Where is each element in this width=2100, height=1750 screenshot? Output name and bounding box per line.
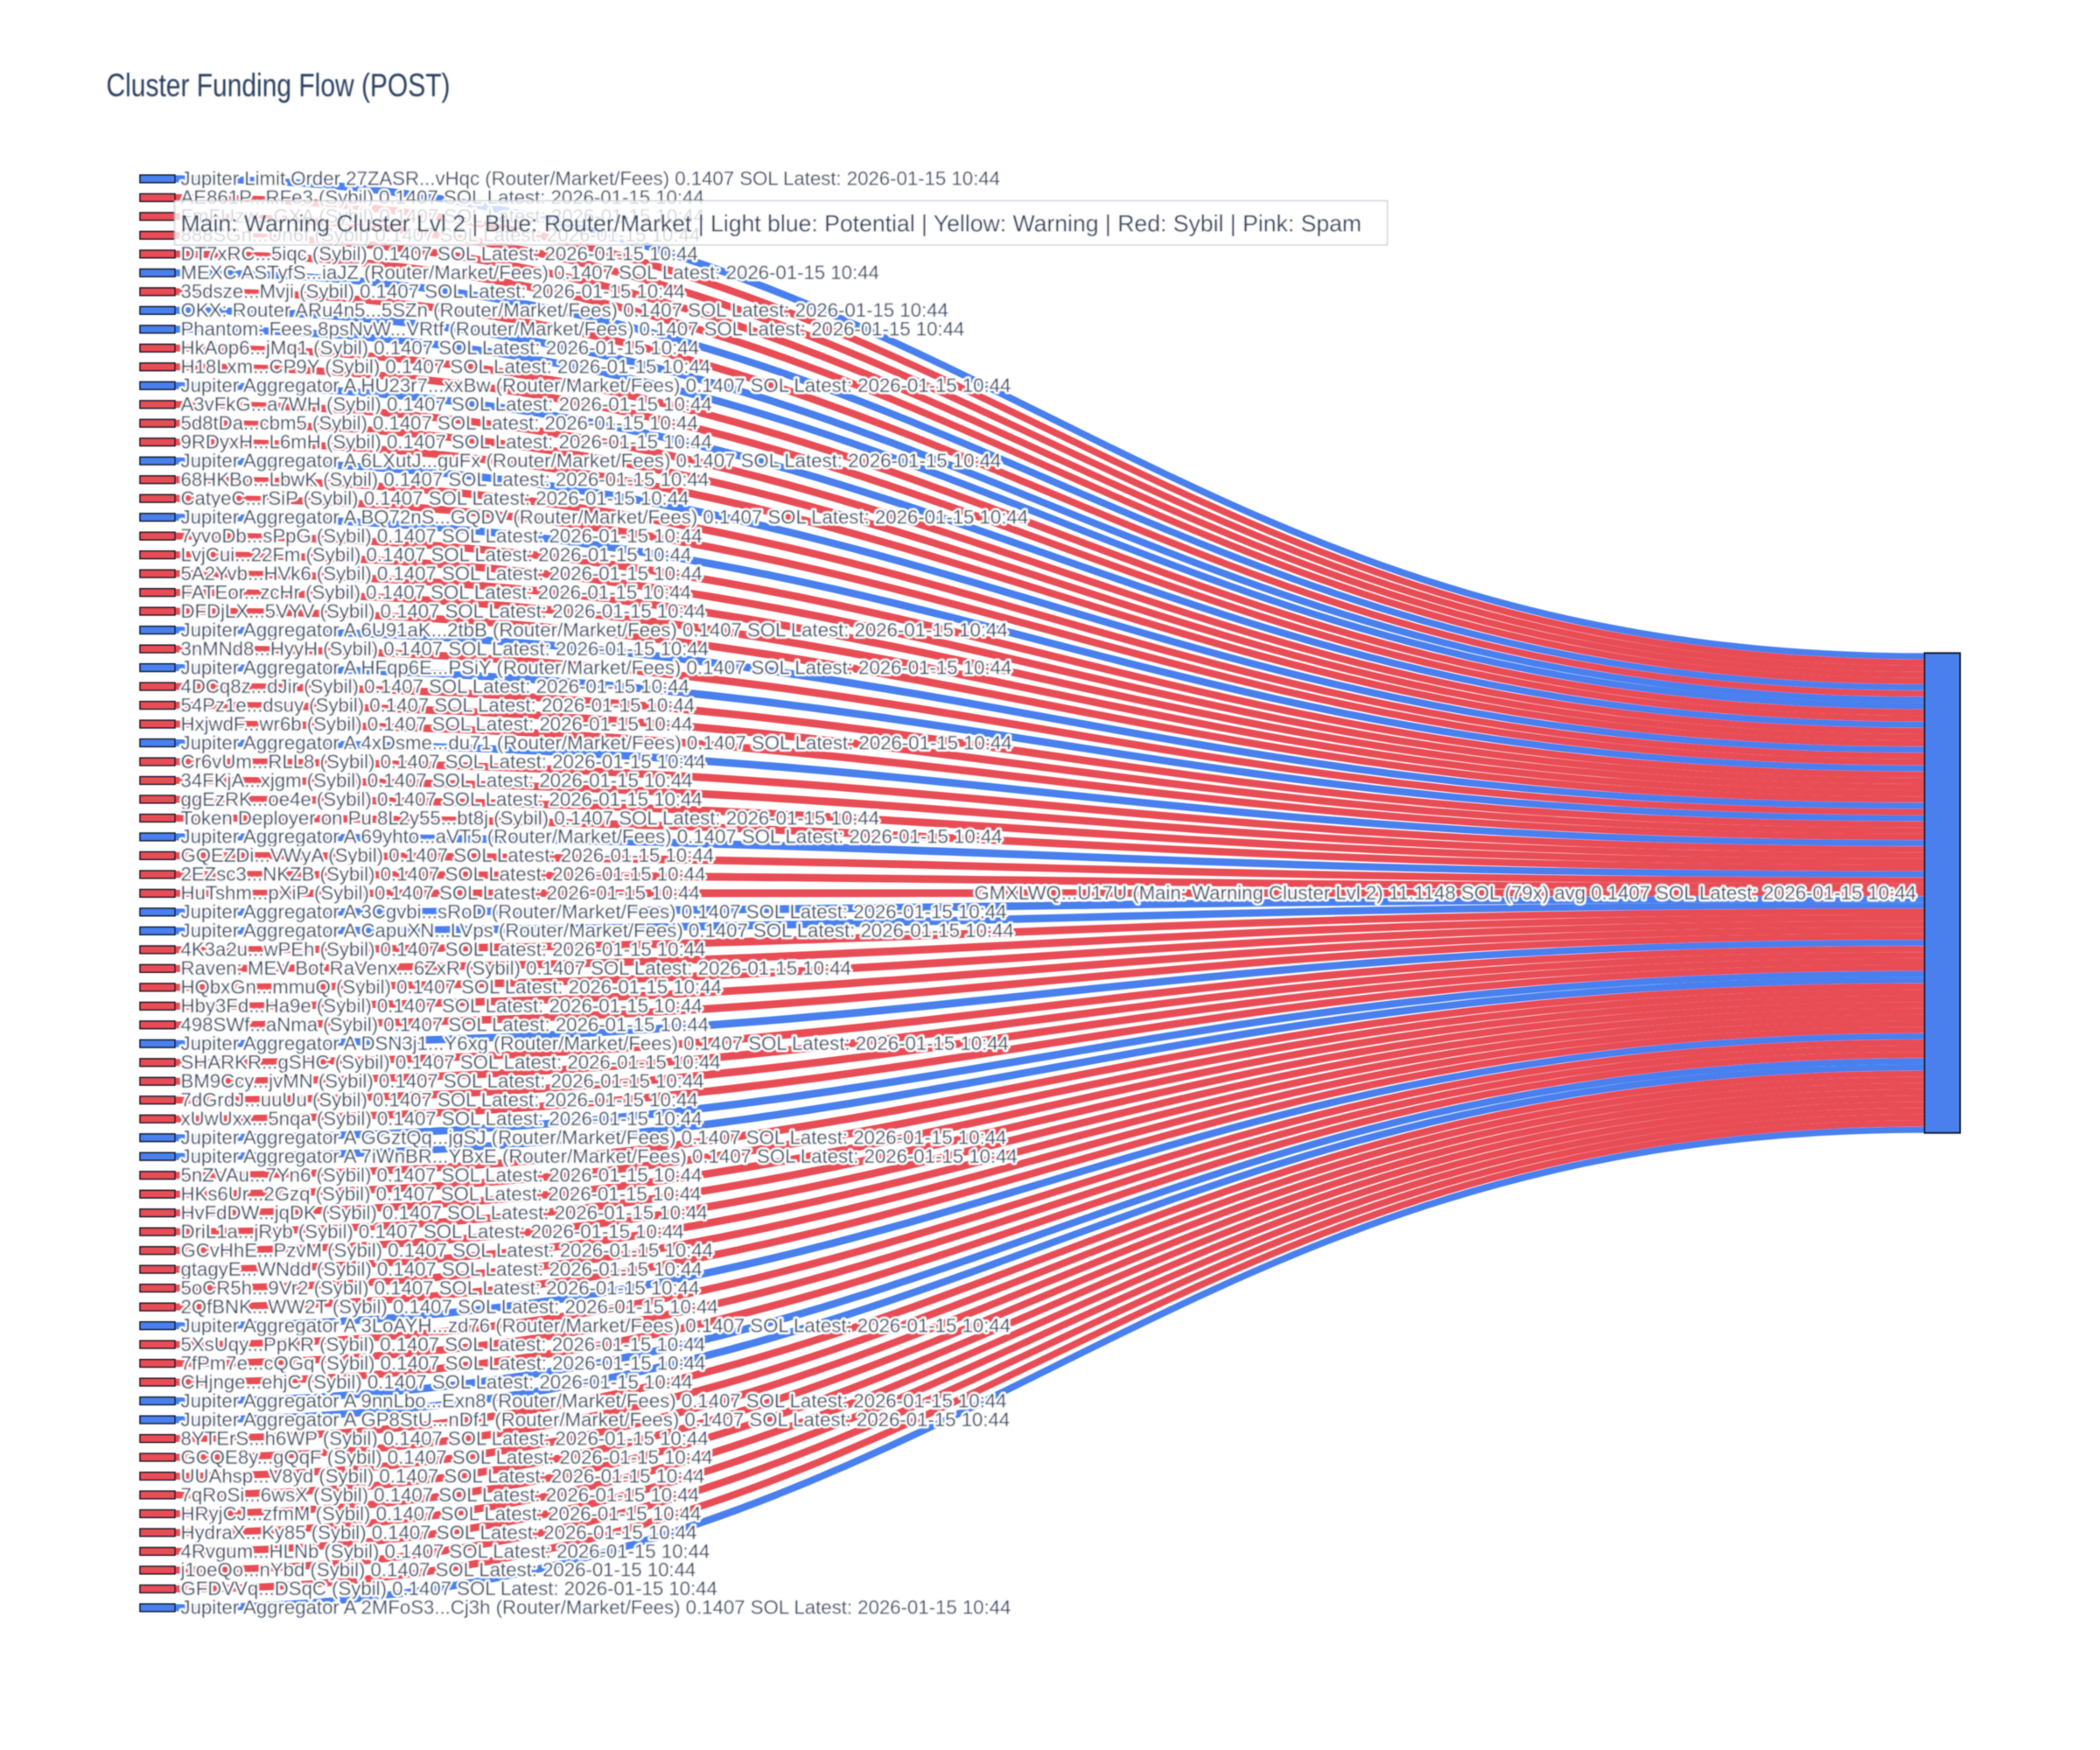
svg-text:2QfBNK...WW2T (Sybil) 0.1407 S: 2QfBNK...WW2T (Sybil) 0.1407 SOL Latest:… <box>181 1296 718 1318</box>
svg-text:3nMNd8...HyyH (Sybil) 0.1407 S: 3nMNd8...HyyH (Sybil) 0.1407 SOL Latest:… <box>181 638 710 660</box>
svg-text:7dGrdJ...uuUu (Sybil) 0.1407 S: 7dGrdJ...uuUu (Sybil) 0.1407 SOL Latest:… <box>181 1089 698 1111</box>
svg-text:Jupiter Aggregator A 3Cgvbi...: Jupiter Aggregator A 3Cgvbi...sRoD (Rout… <box>181 901 1007 923</box>
svg-text:9RDyxH...L6mH (Sybil) 0.1407 S: 9RDyxH...L6mH (Sybil) 0.1407 SOL Latest:… <box>181 431 712 453</box>
svg-text:Jupiter Limit Order 27ZASR...: Jupiter Limit Order 27ZASR...vHqc (Route… <box>181 168 1000 190</box>
svg-text:A3vFkG...a7WH (Sybil) 0.1407 S: A3vFkG...a7WH (Sybil) 0.1407 SOL Latest:… <box>181 394 712 416</box>
svg-text:FATEor...zcHr (Sybil) 0.1407 S: FATEor...zcHr (Sybil) 0.1407 SOL Latest:… <box>181 581 691 603</box>
svg-text:Jupiter Aggregator A HFqp6E...: Jupiter Aggregator A HFqp6E...PSiY (Rout… <box>181 656 1012 678</box>
svg-text:Jupiter Aggregator A 4xDsme...: Jupiter Aggregator A 4xDsme...du71 (Rout… <box>181 732 1012 753</box>
svg-text:Hby3Fd...Ha9e (Sybil) 0.1407 S: Hby3Fd...Ha9e (Sybil) 0.1407 SOL Latest:… <box>181 995 703 1017</box>
svg-text:DFDjLX...5VYV (Sybil) 0.1407 S: DFDjLX...5VYV (Sybil) 0.1407 SOL Latest:… <box>181 600 706 622</box>
svg-text:HuTshm...pXiP (Sybil) 0.1407 S: HuTshm...pXiP (Sybil) 0.1407 SOL Latest:… <box>181 882 700 904</box>
svg-text:Jupiter Aggregator A CapuXN...: Jupiter Aggregator A CapuXN...LVps (Rout… <box>181 920 1014 942</box>
svg-text:4Rvgum...HLNb (Sybil) 0.1407 S: 4Rvgum...HLNb (Sybil) 0.1407 SOL Latest:… <box>181 1540 710 1562</box>
svg-text:Jupiter Aggregator A DSN3j1...: Jupiter Aggregator A DSN3j1...Y6xg (Rout… <box>181 1032 1009 1054</box>
svg-text:Jupiter Aggregator A 6LXutJ...: Jupiter Aggregator A 6LXutJ...guFx (Rout… <box>181 450 1002 472</box>
svg-text:MEXC ASTyfS...iaJZ (Router/Mar: MEXC ASTyfS...iaJZ (Router/Market/Fees) … <box>181 262 879 284</box>
svg-text:HxjwdF...wr6b (Sybil) 0.1407 S: HxjwdF...wr6b (Sybil) 0.1407 SOL Latest:… <box>181 713 693 735</box>
svg-text:Jupiter Aggregator A 9nnLbo...: Jupiter Aggregator A 9nnLbo...Exn8 (Rout… <box>181 1390 1007 1411</box>
svg-text:Jupiter Aggregator A 7iWnBR...: Jupiter Aggregator A 7iWnBR...YBxE (Rout… <box>181 1145 1018 1167</box>
svg-text:HkAop6...jMq1 (Sybil) 0.1407 S: HkAop6...jMq1 (Sybil) 0.1407 SOL Latest:… <box>181 337 699 359</box>
svg-text:Jupiter Aggregator A 69yhto...: Jupiter Aggregator A 69yhto...aVT5 (Rout… <box>181 826 1003 848</box>
svg-text:ggEzRK...oe4e (Sybil) 0.1407 S: ggEzRK...oe4e (Sybil) 0.1407 SOL Latest:… <box>181 788 703 810</box>
svg-text:5XsUqy...PpKR (Sybil) 0.1407 S: 5XsUqy...PpKR (Sybil) 0.1407 SOL Latest:… <box>181 1334 705 1355</box>
svg-text:CHjnge...ehjC (Sybil) 0.1407 S: CHjnge...ehjC (Sybil) 0.1407 SOL Latest:… <box>181 1371 693 1393</box>
svg-text:UUAhsp...V8yd (Sybil) 0.1407 S: UUAhsp...V8yd (Sybil) 0.1407 SOL Latest:… <box>181 1465 705 1487</box>
svg-text:7yvoDb...sPpG (Sybil) 0.1407 S: 7yvoDb...sPpG (Sybil) 0.1407 SOL Latest:… <box>181 525 703 547</box>
svg-text:5oCR5h...9Vr2 (Sybil) 0.1407 S: 5oCR5h...9Vr2 (Sybil) 0.1407 SOL Latest:… <box>181 1277 700 1298</box>
svg-text:5d8tDa...cbm5 (Sybil) 0.1407 S: 5d8tDa...cbm5 (Sybil) 0.1407 SOL Latest:… <box>181 412 698 434</box>
svg-text:35dsze...Mvji (Sybil) 0.1407 S: 35dsze...Mvji (Sybil) 0.1407 SOL Latest:… <box>181 281 685 303</box>
svg-text:HvFdDW...jqDK (Sybil) 0.1407 S: HvFdDW...jqDK (Sybil) 0.1407 SOL Latest:… <box>181 1201 708 1223</box>
svg-text:Main: Warning Cluster Lvl 2 |: Main: Warning Cluster Lvl 2 | Blue: Rout… <box>181 211 1362 237</box>
svg-text:DriL1a...jRyb (Sybil) 0.1407 S: DriL1a...jRyb (Sybil) 0.1407 SOL Latest:… <box>181 1221 684 1242</box>
svg-text:5A2Yvb...HVk6 (Sybil) 0.1407 S: 5A2Yvb...HVk6 (Sybil) 0.1407 SOL Latest:… <box>181 563 703 584</box>
svg-text:gtagyE...WNdd (Sybil) 0.1407 S: gtagyE...WNdd (Sybil) 0.1407 SOL Latest:… <box>181 1258 703 1280</box>
svg-text:Jupiter Aggregator A GGztQq...: Jupiter Aggregator A GGztQq...jgSJ (Rout… <box>181 1127 1007 1149</box>
svg-text:498SWf...aNma (Sybil) 0.1407 S: 498SWf...aNma (Sybil) 0.1407 SOL Latest:… <box>181 1014 710 1036</box>
svg-text:34FKjA...xjgm (Sybil) 0.1407 S: 34FKjA...xjgm (Sybil) 0.1407 SOL Latest:… <box>181 769 693 791</box>
svg-text:GMXLWQ...U17U (Main: Warning C: GMXLWQ...U17U (Main: Warning Cluster Lvl… <box>974 882 1916 904</box>
svg-text:LvjCui...22Fm (Sybil) 0.1407 S: LvjCui...22Fm (Sybil) 0.1407 SOL Latest:… <box>181 543 692 565</box>
svg-text:GCQE8y...gQqF (Sybil) 0.1407 S: GCQE8y...gQqF (Sybil) 0.1407 SOL Latest:… <box>181 1446 713 1468</box>
svg-text:Cr6vUm...RLL8 (Sybil) 0.1407 S: Cr6vUm...RLL8 (Sybil) 0.1407 SOL Latest:… <box>181 751 706 773</box>
svg-text:Jupiter Aggregator A 3LoAYH...: Jupiter Aggregator A 3LoAYH...zd76 (Rout… <box>181 1314 1011 1336</box>
svg-text:HRyjCJ...zfmM (Sybil) 0.1407 S: HRyjCJ...zfmM (Sybil) 0.1407 SOL Latest:… <box>181 1502 702 1524</box>
svg-text:H18Lxm...CP9Y (Sybil) 0.1407 S: H18Lxm...CP9Y (Sybil) 0.1407 SOL Latest:… <box>181 356 711 378</box>
svg-text:HKs6Ur...2Gzq (Sybil) 0.1407 S: HKs6Ur...2Gzq (Sybil) 0.1407 SOL Latest:… <box>181 1183 702 1205</box>
svg-text:j1oeQo...nYbd (Sybil) 0.1407 S: j1oeQo...nYbd (Sybil) 0.1407 SOL Latest:… <box>180 1559 696 1581</box>
svg-text:HydraX...Ky85 (Sybil) 0.1407 S: HydraX...Ky85 (Sybil) 0.1407 SOL Latest:… <box>181 1522 697 1544</box>
svg-text:OKX: Router ARu4n5...5SZn (Rou: OKX: Router ARu4n5...5SZn (Router/Market… <box>181 299 948 321</box>
svg-text:SHARKR...gSHC (Sybil) 0.1407 S: SHARKR...gSHC (Sybil) 0.1407 SOL Latest:… <box>181 1052 721 1074</box>
svg-text:Cluster Funding Flow (POST): Cluster Funding Flow (POST) <box>107 67 451 103</box>
svg-text:7qRoSi...6wsX (Sybil) 0.1407 S: 7qRoSi...6wsX (Sybil) 0.1407 SOL Latest:… <box>181 1484 699 1506</box>
svg-text:Jupiter Aggregator A GP8StU...: Jupiter Aggregator A GP8StU...nDf1 (Rout… <box>181 1409 1011 1431</box>
svg-text:GFDVVq...DSqC (Sybil) 0.1407 S: GFDVVq...DSqC (Sybil) 0.1407 SOL Latest:… <box>181 1578 718 1600</box>
svg-text:4DCq8z...dJir (Sybil) 0.1407 S: 4DCq8z...dJir (Sybil) 0.1407 SOL Latest:… <box>181 676 690 697</box>
svg-text:5nZVAu...7Yn6 (Sybil) 0.1407 S: 5nZVAu...7Yn6 (Sybil) 0.1407 SOL Latest:… <box>181 1165 703 1186</box>
svg-text:8YTErS...h6WP (Sybil) 0.1407 S: 8YTErS...h6WP (Sybil) 0.1407 SOL Latest:… <box>181 1427 709 1449</box>
svg-text:HQbxGn...mmuQ (Sybil) 0.1407 S: HQbxGn...mmuQ (Sybil) 0.1407 SOL Latest:… <box>181 976 722 998</box>
svg-text:Jupiter Aggregator A 2MFoS3...: Jupiter Aggregator A 2MFoS3...Cj3h (Rout… <box>181 1597 1012 1619</box>
svg-text:Jupiter Aggregator A BQ72nS...: Jupiter Aggregator A BQ72nS...GQDV (Rout… <box>181 506 1029 528</box>
svg-text:68HKBo...LbwK (Sybil) 0.1407 S: 68HKBo...LbwK (Sybil) 0.1407 SOL Latest:… <box>181 468 710 490</box>
svg-text:4K3a2u...wPEh (Sybil) 0.1407 S: 4K3a2u...wPEh (Sybil) 0.1407 SOL Latest:… <box>181 939 706 961</box>
svg-text:Phantom: Fees 8psNvW...VRtf (R: Phantom: Fees 8psNvW...VRtf (Router/Mark… <box>181 318 965 340</box>
svg-text:54Pz1e...dsuy (Sybil) 0.1407 S: 54Pz1e...dsuy (Sybil) 0.1407 SOL Latest:… <box>181 694 696 716</box>
svg-text:CatyeC...rSiP (Sybil) 0.1407 S: CatyeC...rSiP (Sybil) 0.1407 SOL Latest:… <box>181 487 690 509</box>
svg-text:Jupiter Aggregator A HU23r7...: Jupiter Aggregator A HU23r7...xxBw (Rout… <box>181 374 1012 396</box>
svg-text:Jupiter Aggregator A 6U91aK...: Jupiter Aggregator A 6U91aK...2tbB (Rout… <box>181 619 1008 640</box>
svg-text:Raven: MEV Bot RaVenx...6ZxR (: Raven: MEV Bot RaVenx...6ZxR (Sybil) 0.1… <box>181 957 851 979</box>
svg-text:2EZsc3...NKZB (Sybil) 0.1407 S: 2EZsc3...NKZB (Sybil) 0.1407 SOL Latest:… <box>181 864 706 886</box>
svg-text:GCvHhE...PzvM (Sybil) 0.1407 S: GCvHhE...PzvM (Sybil) 0.1407 SOL Latest:… <box>181 1239 713 1261</box>
svg-text:BM9Ccy...jvMN (Sybil) 0.1407 S: BM9Ccy...jvMN (Sybil) 0.1407 SOL Latest:… <box>181 1070 704 1092</box>
svg-text:7fPm7e...cQGq (Sybil) 0.1407 S: 7fPm7e...cQGq (Sybil) 0.1407 SOL Latest:… <box>181 1352 706 1374</box>
svg-text:GQEZDi...VWyA (Sybil) 0.1407 S: GQEZDi...VWyA (Sybil) 0.1407 SOL Latest:… <box>181 844 714 866</box>
svg-text:Token Deployer on Pu 8L2y55...: Token Deployer on Pu 8L2y55...bt8j (Sybi… <box>181 807 879 829</box>
svg-text:xUwUxx...5nqa (Sybil) 0.1407 S: xUwUxx...5nqa (Sybil) 0.1407 SOL Latest:… <box>181 1108 703 1130</box>
